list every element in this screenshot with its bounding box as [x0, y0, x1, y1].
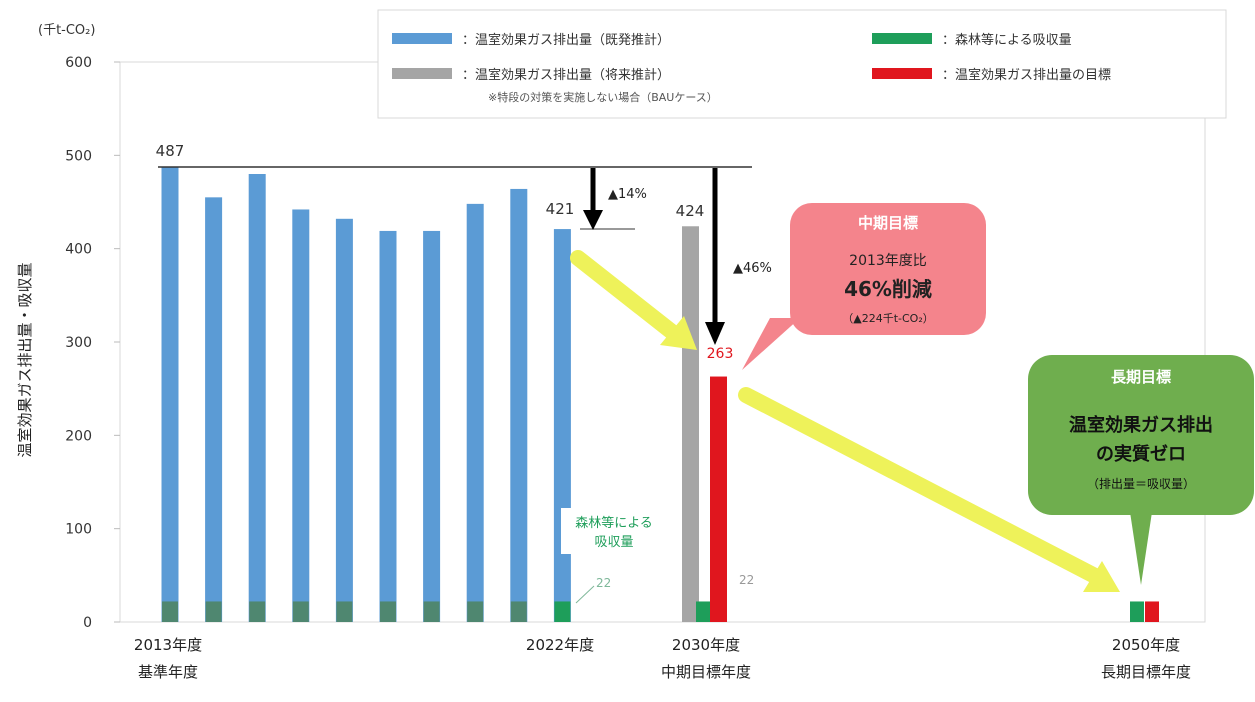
- bar-emission-5: [379, 230, 397, 622]
- long-term-callout: 長期目標 温室効果ガス排出 の実質ゼロ （排出量＝吸収量）: [1028, 355, 1254, 585]
- bar-label-2030-bau: 424: [676, 202, 705, 220]
- legend-sublabel-projected: ※特段の対策を実施しない場合（BAUケース）: [488, 90, 718, 104]
- y-tick-label-100: 100: [65, 522, 92, 538]
- y-tick-label-400: 400: [65, 242, 92, 258]
- legend-swatch-target: [872, 68, 932, 79]
- long-term-line1: 温室効果ガス排出: [1069, 414, 1213, 436]
- bar-2050-absorption: [1130, 601, 1144, 622]
- bar-absorption-4: [336, 601, 353, 622]
- long-term-title: 長期目標: [1111, 368, 1171, 386]
- y-tick-label-0: 0: [83, 615, 92, 631]
- y-axis: 0 100 200 300 400 500 600: [65, 55, 120, 631]
- absorption-note-line2: 吸収量: [594, 535, 633, 550]
- legend-swatch-projected: [392, 68, 452, 79]
- bar-emission-8: [510, 188, 528, 622]
- absorption-note: 森林等による 吸収量: [561, 508, 663, 554]
- legend-label-target: ：温室効果ガス排出量の目標: [942, 67, 1111, 83]
- bar-label-2022: 421: [546, 200, 575, 218]
- bar-emission-6: [423, 230, 441, 622]
- bar-2030-bau: [682, 226, 699, 622]
- trend-arrow-1: [570, 250, 697, 350]
- bar-emission-2: [248, 174, 266, 622]
- bar-absorption-7: [467, 601, 484, 622]
- bar-emission-9: [553, 229, 571, 623]
- x-label-2030-year: 2030年度: [672, 636, 740, 654]
- y-tick-label-300: 300: [65, 335, 92, 351]
- legend: ：温室効果ガス排出量（既発推計） ：温室効果ガス排出量（将来推計） ※特段の対策…: [377, 9, 1227, 119]
- mid-term-line1: 2013年度比: [849, 253, 927, 269]
- bar-2030-target: [710, 376, 727, 622]
- y-tick-label-200: 200: [65, 428, 92, 444]
- y-tick-label-500: 500: [65, 148, 92, 164]
- bar-absorption-5: [380, 601, 396, 622]
- x-label-2050-note: 長期目標年度: [1101, 663, 1191, 681]
- long-term-line3: （排出量＝吸収量）: [1087, 477, 1195, 491]
- long-term-line2: の実質ゼロ: [1096, 443, 1186, 465]
- bars: [161, 167, 1159, 623]
- bar-absorption-8: [510, 601, 527, 622]
- bar-2030-absorption: [696, 601, 712, 622]
- bar-absorption-3: [292, 601, 309, 622]
- mid-term-callout: 中期目標 2013年度比 46%削減 （▲224千t-CO₂）: [742, 203, 986, 370]
- bar-emission-1: [205, 197, 223, 623]
- mid-term-line2: 46%削減: [844, 277, 932, 301]
- bar-emission-4: [335, 218, 353, 623]
- bar-absorption-2: [249, 601, 266, 622]
- x-label-2013-year: 2013年度: [134, 636, 202, 654]
- trend-arrow-2: [738, 387, 1120, 592]
- drop-arrow-46: [705, 168, 725, 345]
- x-label-2022-year: 2022年度: [526, 636, 594, 654]
- drop-arrow-14: [583, 168, 603, 230]
- legend-swatch-absorption: [872, 33, 932, 44]
- bar-absorption-0: [162, 601, 178, 622]
- drop-label-46: ▲46%: [733, 261, 772, 276]
- legend-label-actual: ：温室効果ガス排出量（既発推計）: [462, 32, 670, 48]
- bar-emission-3: [292, 209, 310, 622]
- bar-absorption-9: [554, 601, 571, 622]
- y-tick-label-600: 600: [65, 55, 92, 71]
- legend-label-absorption: ：森林等による吸収量: [942, 32, 1072, 48]
- legend-swatch-actual: [392, 33, 452, 44]
- bar-2050-target: [1145, 601, 1159, 622]
- bar-label-2013: 487: [156, 142, 185, 160]
- absorption-leader-2022: [575, 585, 595, 604]
- mid-term-line3: （▲224千t-CO₂）: [842, 312, 934, 325]
- y-axis-unit: (千t-CO₂): [38, 23, 95, 38]
- absorption-value-2030: 22: [739, 573, 754, 587]
- y-axis-title: 温室効果ガス排出量・吸収量: [16, 262, 34, 457]
- x-label-2050-year: 2050年度: [1112, 636, 1180, 654]
- drop-label-14: ▲14%: [608, 187, 647, 202]
- x-label-2013-note: 基準年度: [138, 663, 198, 681]
- mid-term-title: 中期目標: [858, 214, 918, 232]
- absorption-value-2022: 22: [596, 576, 611, 590]
- absorption-note-line1: 森林等による: [575, 515, 653, 531]
- bar-absorption-1: [205, 601, 222, 622]
- x-label-2030-note: 中期目標年度: [661, 663, 751, 681]
- bar-emission-7: [466, 203, 484, 622]
- bar-absorption-6: [423, 601, 440, 622]
- bar-label-2030-target: 263: [707, 346, 734, 362]
- bar-emission-0: [161, 167, 179, 622]
- legend-label-projected: ：温室効果ガス排出量（将来推計）: [462, 67, 670, 83]
- x-axis-labels: 2013年度 基準年度 2022年度 2030年度 中期目標年度 2050年度 …: [134, 636, 1191, 681]
